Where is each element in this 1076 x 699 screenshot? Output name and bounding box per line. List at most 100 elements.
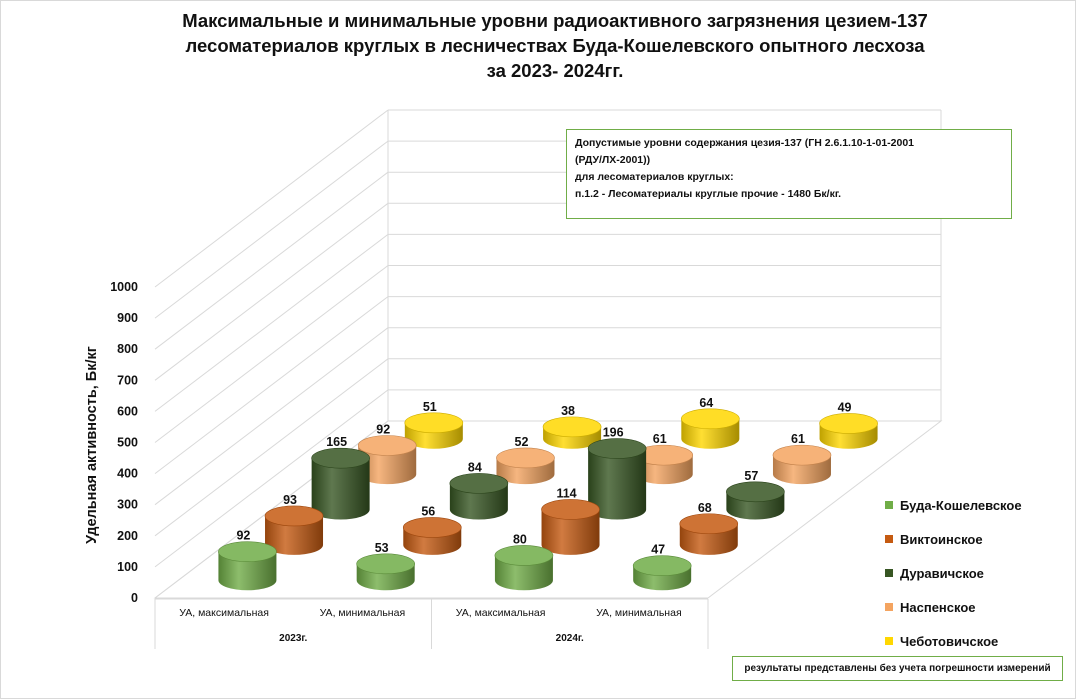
data-label: 49: [838, 400, 852, 414]
x-tick-label: УА, максимальная: [456, 607, 546, 619]
legend-swatch: [885, 569, 893, 577]
legend-label: Дуравичское: [900, 565, 984, 581]
bar: [819, 413, 878, 449]
data-label: 68: [698, 501, 712, 515]
y-tick-label: 400: [117, 467, 138, 481]
bar-top: [494, 545, 554, 566]
bar-top: [542, 416, 602, 438]
x-group-label: 2023г.: [279, 633, 307, 644]
bar: [449, 473, 509, 520]
note-line-2: (РДУ/ЛХ-2001)): [575, 154, 651, 166]
bar-top: [632, 555, 692, 576]
bar-body: [449, 483, 508, 520]
bar: [679, 513, 739, 555]
bar-top: [449, 473, 509, 494]
bar: [496, 447, 555, 485]
x-tick-label: УА, максимальная: [179, 607, 269, 619]
bar-top: [726, 481, 785, 503]
legend-label: Чеботовичское: [900, 633, 999, 649]
bar: [632, 555, 692, 591]
legend: Буда-Кошелевское Виктоинское Дуравичское…: [885, 488, 1022, 658]
chart-title: Максимальные и минимальные уровни радиоа…: [110, 8, 1000, 83]
bar-top: [681, 408, 740, 430]
data-label: 165: [326, 435, 347, 449]
legend-label: Буда-Кошелевское: [900, 497, 1022, 513]
note-line-3: для лесоматериалов круглых:: [575, 171, 734, 183]
bar: [264, 505, 324, 555]
bar-top: [496, 447, 555, 469]
title-line-1: Максимальные и минимальные уровни радиоа…: [182, 10, 928, 31]
bar: [402, 517, 462, 555]
data-label: 92: [376, 422, 390, 436]
y-tick-label: 1000: [110, 280, 138, 294]
bar-top: [264, 505, 324, 527]
data-label: 64: [699, 396, 713, 410]
y-tick-label: 700: [117, 373, 138, 387]
legend-item: Чеботовичское: [885, 624, 1022, 658]
bar-top: [772, 444, 832, 466]
legend-swatch: [885, 637, 893, 645]
bar-top: [819, 413, 878, 434]
legend-label: Наспенское: [900, 599, 976, 615]
y-tick-label: 600: [117, 404, 138, 418]
data-label: 61: [791, 432, 805, 446]
y-axis-label: Удельная активность, Бк/кг: [84, 346, 100, 544]
x-group-label: 2024г.: [556, 633, 584, 644]
data-label: 57: [744, 469, 758, 483]
side-gridline: [154, 327, 389, 506]
data-label: 47: [651, 543, 665, 557]
side-gridline: [154, 171, 389, 350]
note-line-4: п.1.2 - Лесоматериалы круглые прочие - 1…: [575, 188, 842, 200]
bar-top: [402, 517, 462, 538]
bar: [404, 412, 464, 449]
bar: [357, 435, 417, 485]
bar-top: [404, 412, 464, 434]
bar: [726, 481, 785, 520]
y-tick-label: 800: [117, 342, 138, 356]
data-label: 114: [556, 486, 576, 500]
bar: [311, 447, 370, 520]
bar: [772, 444, 832, 485]
bar: [681, 408, 740, 449]
title-line-2: лесоматериалов круглых в лесничествах Бу…: [185, 35, 925, 56]
data-label: 93: [283, 493, 297, 507]
x-tick-label: УА, минимальная: [596, 607, 682, 619]
data-label: 51: [423, 400, 437, 414]
bar-top: [356, 553, 415, 575]
note-line-1: Допустимые уровни содержания цезия-137 (…: [575, 137, 915, 149]
bar: [634, 444, 694, 485]
permissible-levels-note: Допустимые уровни содержания цезия-137 (…: [566, 129, 1012, 219]
side-gridline: [154, 109, 389, 288]
y-tick-label: 200: [117, 529, 138, 543]
side-gridline: [154, 234, 389, 412]
legend-item: Дуравичское: [885, 556, 1022, 590]
y-tick-label: 0: [131, 591, 138, 605]
data-label: 38: [561, 404, 575, 418]
bar: [587, 438, 647, 520]
y-tick-label: 100: [117, 560, 138, 574]
bar-body: [218, 551, 277, 591]
footnote: результаты представлены без учета погреш…: [732, 656, 1063, 681]
bar-body: [541, 509, 600, 555]
bar-top: [679, 513, 739, 535]
bar-body: [358, 445, 417, 485]
bar: [542, 416, 602, 449]
legend-item: Наспенское: [885, 590, 1022, 624]
data-label: 61: [653, 432, 667, 446]
data-label: 56: [421, 504, 435, 518]
legend-swatch: [885, 535, 893, 543]
bar-top: [357, 435, 417, 456]
side-gridline: [154, 358, 389, 537]
bar: [541, 499, 600, 555]
bar: [356, 553, 415, 591]
x-tick-label: УА, минимальная: [320, 607, 406, 619]
legend-item: Буда-Кошелевское: [885, 488, 1022, 522]
data-label: 92: [236, 529, 250, 543]
y-tick-label: 500: [117, 436, 138, 450]
bar-top: [587, 438, 647, 459]
legend-swatch: [885, 501, 893, 509]
bar-top: [218, 541, 277, 562]
side-gridline: [154, 265, 389, 443]
bar: [218, 541, 277, 591]
